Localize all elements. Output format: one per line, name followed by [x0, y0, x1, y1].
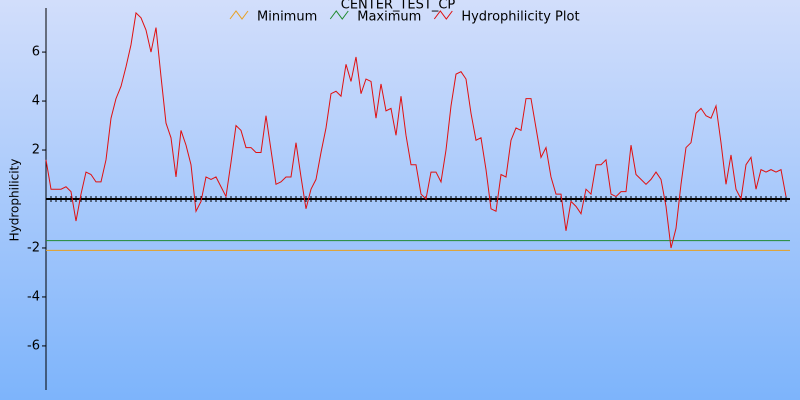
y-axis-label: Hydrophilicity [8, 159, 22, 242]
legend-label: Minimum [257, 10, 317, 25]
legend-label: Hydrophilicity Plot [461, 10, 579, 25]
y-tick-label: 6 [32, 45, 40, 60]
y-tick-label: 2 [32, 143, 40, 158]
y-tick-label: -4 [27, 289, 40, 304]
y-tick-label: -2 [27, 240, 40, 255]
y-tick-label: -6 [27, 338, 40, 353]
series-line [45, 11, 787, 249]
legend-icon [329, 10, 349, 20]
legend-label: Maximum [357, 10, 421, 25]
legend-icon [433, 10, 453, 20]
y-tick-label: 4 [32, 94, 40, 109]
chart-title: CENTER_TEST_CP [341, 0, 456, 13]
legend-icon [229, 10, 249, 20]
